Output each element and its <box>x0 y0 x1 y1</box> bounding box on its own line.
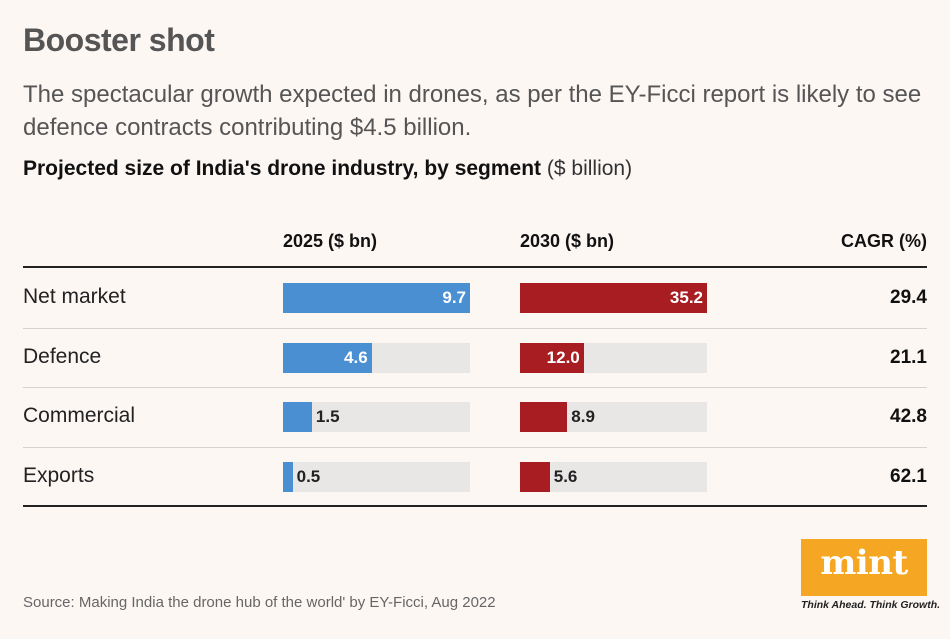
row-label-defence: Defence <box>23 344 102 368</box>
data-label-2030-net-market: 35.2 <box>669 288 703 307</box>
data-label-2030-defence: 12.0 <box>546 347 580 367</box>
source-note: Source: Making India the drone hub of th… <box>23 594 496 611</box>
row-separator <box>23 327 927 329</box>
bar-2030-exports <box>520 461 550 492</box>
chart-heading-unit: ($ billion) <box>546 157 633 180</box>
row-label-exports: Exports <box>23 463 95 487</box>
row-label-commercial: Commercial <box>23 404 136 427</box>
page-subtitle: The spectacular growth expected in drone… <box>23 81 922 141</box>
cagr-value-commercial: 42.8 <box>890 406 927 427</box>
bar-track-2030: 5.6 <box>520 461 707 492</box>
bar-2030-commercial <box>520 402 568 432</box>
row-separator <box>23 446 927 448</box>
column-header-cagr: CAGR (%) <box>841 231 927 251</box>
bar-2030-net-market <box>520 283 707 313</box>
logo-tagline: Think Ahead. Think Growth. <box>801 599 941 611</box>
bar-2025-exports <box>283 461 293 492</box>
data-label-2025-commercial: 1.5 <box>315 407 340 426</box>
bar-track-2025: 1.5 <box>283 402 470 432</box>
bar-2025-defence <box>283 342 372 373</box>
logo-text: mint <box>820 543 908 583</box>
table-bottom-rule <box>23 505 927 507</box>
data-label-2030-commercial: 8.9 <box>571 407 595 426</box>
bar-2025-net-market <box>283 283 470 313</box>
bar-track-2030: 8.9 <box>520 402 707 432</box>
column-header-2025: 2025 ($ bn) <box>283 231 378 251</box>
bar-2030-defence <box>520 342 584 373</box>
row-label-net-market: Net market <box>23 285 126 308</box>
bar-track-2025: 0.5 <box>283 461 470 492</box>
cagr-value-defence: 21.1 <box>890 346 927 368</box>
chart-heading: Projected size of India's drone industry… <box>23 157 632 181</box>
bar-track-2025: 9.7 <box>283 283 470 313</box>
bar-track-2030: 35.2 <box>520 283 707 313</box>
cagr-value-exports: 62.1 <box>890 465 927 487</box>
data-label-2025-net-market: 9.7 <box>442 288 466 307</box>
bar-track-2025: 4.6 <box>283 342 470 373</box>
bar-track-2030: 12.0 <box>520 342 707 373</box>
mint-logo: mint <box>801 539 927 596</box>
cagr-value-net-market: 29.4 <box>890 287 927 308</box>
data-label-2025-exports: 0.5 <box>296 466 321 486</box>
row-separator <box>23 387 927 388</box>
table-top-rule <box>23 266 927 268</box>
bar-2025-commercial <box>283 402 312 432</box>
data-label-2025-defence: 4.6 <box>344 347 368 367</box>
chart-heading-text: Projected size of India's drone industry… <box>23 157 542 180</box>
page-title: Booster shot <box>23 22 215 58</box>
column-header-2030: 2030 ($ bn) <box>520 231 615 251</box>
data-label-2030-exports: 5.6 <box>553 466 578 486</box>
